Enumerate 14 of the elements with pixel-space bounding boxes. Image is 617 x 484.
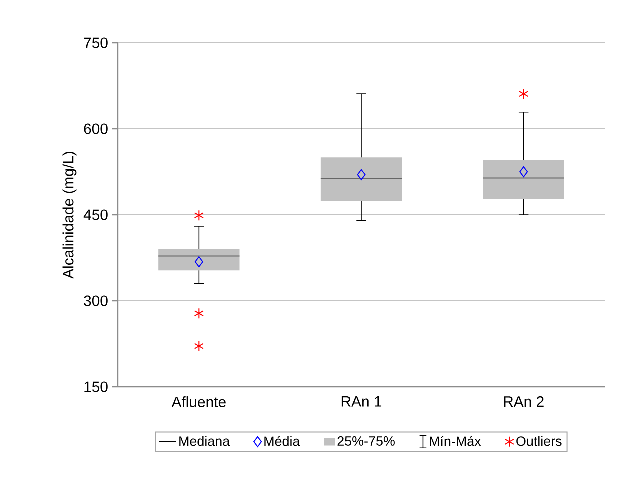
legend-label: Outliers bbox=[516, 436, 562, 446]
legend-label: Média bbox=[264, 436, 300, 446]
text: Mediana bbox=[180, 436, 230, 446]
y-tick-label: 300 bbox=[84, 296, 108, 306]
y-tick-label: 600 bbox=[84, 124, 108, 134]
legend-label: 25%-75% bbox=[338, 436, 395, 446]
y-axis-title: Alcalinidade (mg/L) bbox=[62, 152, 77, 279]
y-tick-label: 750 bbox=[84, 38, 108, 48]
x-tick-label: Afluente bbox=[172, 396, 226, 408]
text: Mín-Máx bbox=[430, 436, 482, 446]
y-tick-label: 450 bbox=[84, 210, 108, 220]
x-tick-label: RAn 1 bbox=[342, 396, 382, 407]
x-tick-label: RAn 2 bbox=[504, 396, 544, 407]
y-tick-label: 150 bbox=[84, 382, 108, 392]
